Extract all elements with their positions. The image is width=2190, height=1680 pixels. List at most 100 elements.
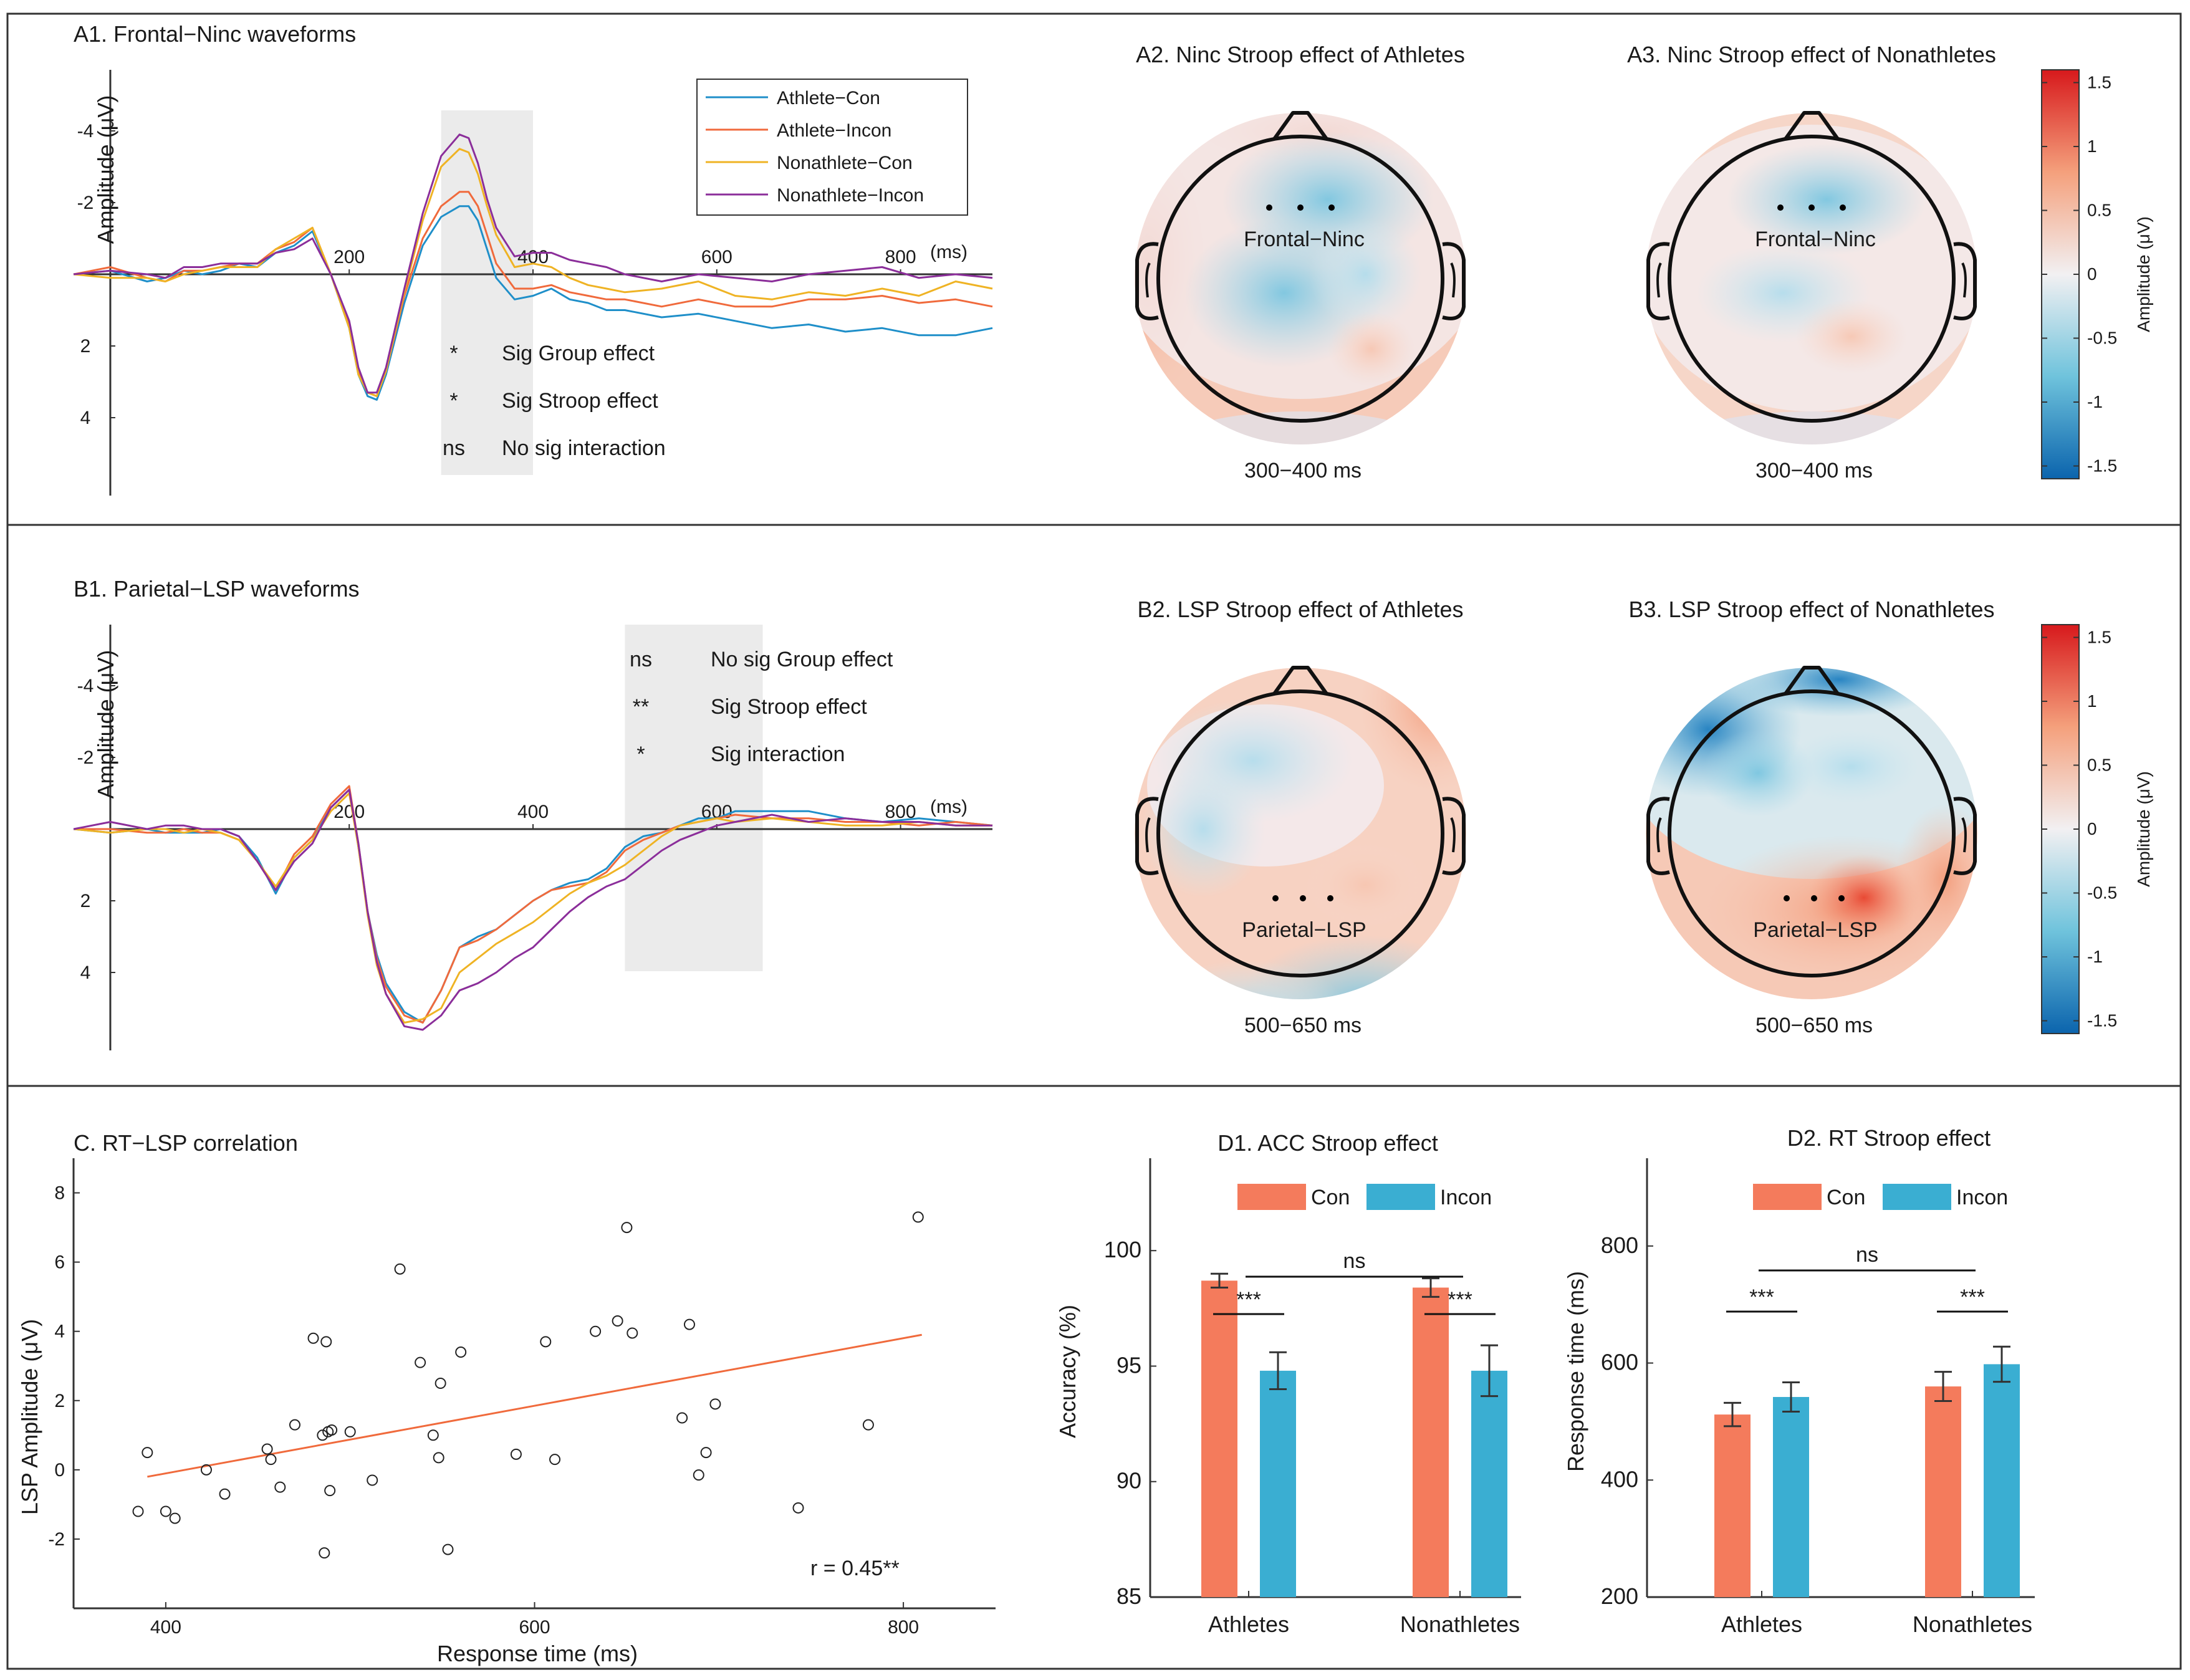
a2-title: A2. Ninc Stroop effect of Athletes — [1136, 42, 1465, 67]
scatter-point — [442, 1543, 454, 1555]
colorbar-tick-label: -1 — [2087, 392, 2103, 411]
scatter-point — [549, 1454, 561, 1466]
colorbar-b-label: Amplitude (μV) — [2134, 771, 2153, 887]
scatter-point — [274, 1481, 286, 1493]
a2-roi-label: Frontal−Ninc — [1244, 228, 1365, 251]
series-line-nonathlete-con — [73, 148, 993, 397]
scatter-point — [792, 1502, 804, 1514]
ear-detail — [1656, 262, 1967, 298]
colorbar-tick-label: -1 — [2087, 947, 2103, 966]
scatter-point — [627, 1327, 638, 1339]
bar-incon-athletes — [1260, 1370, 1296, 1597]
sig-label-between: ns — [1343, 1249, 1366, 1273]
head-circle — [1668, 689, 1956, 977]
x-tick-label: 400 — [517, 802, 549, 822]
a3-roi-label: Frontal−Ninc — [1755, 228, 1876, 251]
category-label-nonathletes: Nonathletes — [1400, 1611, 1520, 1637]
right-ear-shape — [1953, 797, 1977, 875]
a1-analysis-window — [441, 110, 533, 475]
scatter-point — [612, 1315, 623, 1327]
scatter-point — [324, 1485, 336, 1497]
colorbar-tick-label: 0 — [2087, 264, 2097, 284]
y-tick-label: -2 — [77, 193, 94, 213]
series-line-nonathlete-con — [73, 792, 992, 1024]
bar-incon-nonathletes — [1984, 1364, 2020, 1597]
y-tick-label: 95 — [1117, 1352, 1141, 1378]
panel-a3-topomap: A3. Ninc Stroop effect of Nonathletes Fr… — [1627, 42, 1996, 482]
y-tick-label: 400 — [1601, 1466, 1638, 1492]
y-tick-label: -4 — [77, 121, 94, 142]
b1-x-unit: (ms) — [930, 797, 968, 817]
d2-legend-incon: Incon — [1956, 1186, 2008, 1209]
legend-nonathlete-incon: Nonathlete−Incon — [777, 185, 924, 206]
y-tick-label: 100 — [1104, 1237, 1141, 1262]
sig-label-within: *** — [1749, 1285, 1774, 1309]
b2-roi-label: Parietal−LSP — [1242, 918, 1366, 942]
scatter-point — [433, 1452, 444, 1464]
right-ear-shape — [1442, 242, 1466, 320]
y-tick-label: 4 — [80, 962, 91, 983]
x-tick-label: 400 — [150, 1617, 181, 1638]
scatter-point — [415, 1356, 426, 1368]
c-x-label: Response time (ms) — [437, 1641, 638, 1666]
colorbar-tick-label: 1.5 — [2087, 73, 2111, 92]
head-circle — [1668, 135, 1956, 423]
a3-electrodes — [1777, 204, 1846, 211]
b1-y-label: Amplitude (μV) — [93, 650, 118, 799]
a2-scalp-map — [1135, 113, 1466, 444]
x-tick-label: 800 — [888, 1617, 919, 1638]
a3-title: A3. Ninc Stroop effect of Nonathletes — [1627, 42, 1996, 67]
c-fit-line — [147, 1333, 922, 1478]
nose-shape — [1784, 666, 1840, 695]
bar-incon-nonathletes — [1471, 1370, 1507, 1597]
y-tick-label: 800 — [1601, 1232, 1638, 1258]
nose-shape — [1784, 111, 1840, 140]
sig-label-within: *** — [1236, 1288, 1261, 1312]
y-tick-label: 90 — [1117, 1468, 1141, 1494]
category-label-athletes: Athletes — [1208, 1611, 1289, 1637]
colorbar-tick-label: 0.5 — [2087, 756, 2111, 775]
y-tick-label: 4 — [80, 408, 91, 428]
scatter-point — [142, 1447, 153, 1459]
a3-scalp-map — [1646, 113, 1977, 444]
d2-legend-swatch-incon — [1883, 1184, 1951, 1210]
colorbar-tick-label: -1.5 — [2087, 1011, 2117, 1030]
ear-detail — [1145, 262, 1456, 298]
x-tick-label: 200 — [334, 247, 365, 267]
category-label-athletes: Athletes — [1721, 1611, 1802, 1637]
ear-detail — [1145, 817, 1456, 853]
c-title: C. RT−LSP correlation — [74, 1130, 298, 1156]
y-tick-label: 2 — [54, 1391, 65, 1411]
scatter-point — [344, 1426, 356, 1438]
b2-title: B2. LSP Stroop effect of Athletes — [1137, 597, 1463, 622]
b3-electrodes — [1784, 895, 1845, 901]
scatter-point — [261, 1443, 273, 1455]
scatter-point — [219, 1488, 231, 1500]
scatter-point — [435, 1378, 446, 1389]
b1-annotations: ns No sig Group effect ** Sig Stroop eff… — [630, 648, 893, 766]
right-ear-shape — [1442, 797, 1466, 875]
a1-annot-text-3: No sig interaction — [502, 436, 666, 460]
scatter-point — [160, 1505, 171, 1517]
panel-b1-waveforms: B1. Parietal−LSP waveforms 200 400 600 800-… — [73, 576, 993, 1050]
scatter-point — [307, 1332, 319, 1344]
b3-scalp-map — [1646, 668, 1977, 999]
y-tick-label: 2 — [80, 336, 91, 357]
sig-label-within: *** — [1960, 1285, 1985, 1309]
scatter-point — [683, 1318, 695, 1330]
scatter-point — [621, 1222, 633, 1234]
a1-title: A1. Frontal−Ninc waveforms — [74, 21, 356, 47]
a1-annot-mark-3: ns — [443, 436, 465, 460]
scatter-point — [367, 1474, 378, 1486]
x-tick-label: 800 — [885, 247, 916, 267]
a1-annot-mark-1: * — [449, 342, 458, 365]
scatter-point — [700, 1447, 712, 1459]
colorbar-tick-label: 1 — [2087, 137, 2097, 156]
scatter-point — [320, 1336, 332, 1348]
a1-annot-text-1: Sig Group effect — [502, 342, 655, 365]
y-tick-label: -2 — [77, 747, 94, 768]
y-tick-label: 0 — [54, 1460, 65, 1481]
scatter-point — [200, 1464, 212, 1476]
legend-athlete-incon: Athlete−Incon — [777, 120, 891, 141]
